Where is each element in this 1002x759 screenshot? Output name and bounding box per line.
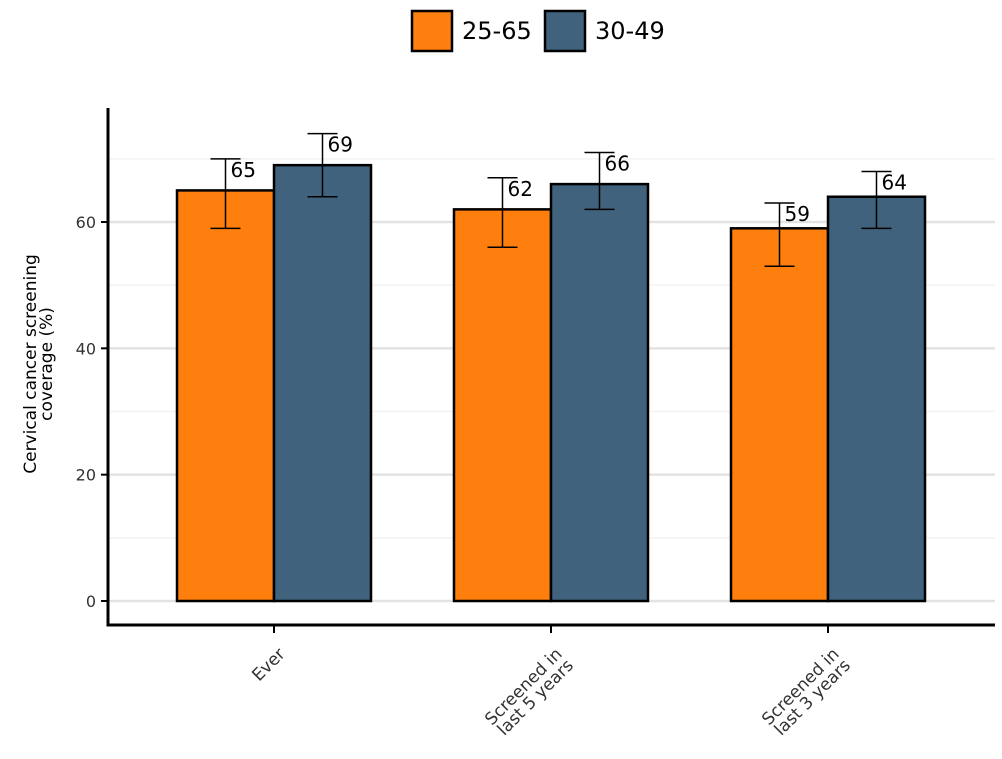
x-tick-label: Screened inlast 5 years bbox=[481, 644, 578, 741]
legend: 25-65 30-49 bbox=[410, 9, 665, 53]
y-tick-label: 20 bbox=[76, 466, 96, 485]
y-tick-label: 40 bbox=[76, 339, 96, 358]
bars bbox=[175, 163, 927, 603]
data-label: 64 bbox=[882, 170, 907, 194]
legend-label: 30-49 bbox=[595, 17, 665, 45]
data-label: 66 bbox=[605, 152, 630, 176]
bar bbox=[826, 195, 927, 603]
y-tick-label: 60 bbox=[76, 213, 96, 232]
data-labels: 65 62 59 69 66 64 bbox=[231, 133, 907, 226]
bar bbox=[452, 208, 553, 603]
y-axis-title: Cervical cancer screeningcoverage (%) bbox=[21, 254, 57, 474]
x-tick-label: Ever bbox=[248, 644, 289, 685]
x-tick-label: Screened inlast 3 years bbox=[758, 644, 855, 741]
data-label: 69 bbox=[328, 133, 353, 157]
legend-label: 25-65 bbox=[462, 17, 532, 45]
data-label: 62 bbox=[508, 177, 533, 201]
bar bbox=[549, 182, 650, 603]
data-label: 59 bbox=[785, 202, 810, 226]
y-tick-label: 0 bbox=[86, 592, 96, 611]
y-axis-label: Cervical cancer screeningcoverage (%) bbox=[21, 254, 57, 474]
bar bbox=[272, 163, 373, 603]
legend-swatch bbox=[410, 9, 454, 53]
legend-swatch bbox=[543, 9, 587, 53]
bar bbox=[729, 227, 830, 603]
error-bars bbox=[210, 132, 892, 267]
bar bbox=[175, 189, 276, 603]
data-label: 65 bbox=[231, 158, 256, 182]
